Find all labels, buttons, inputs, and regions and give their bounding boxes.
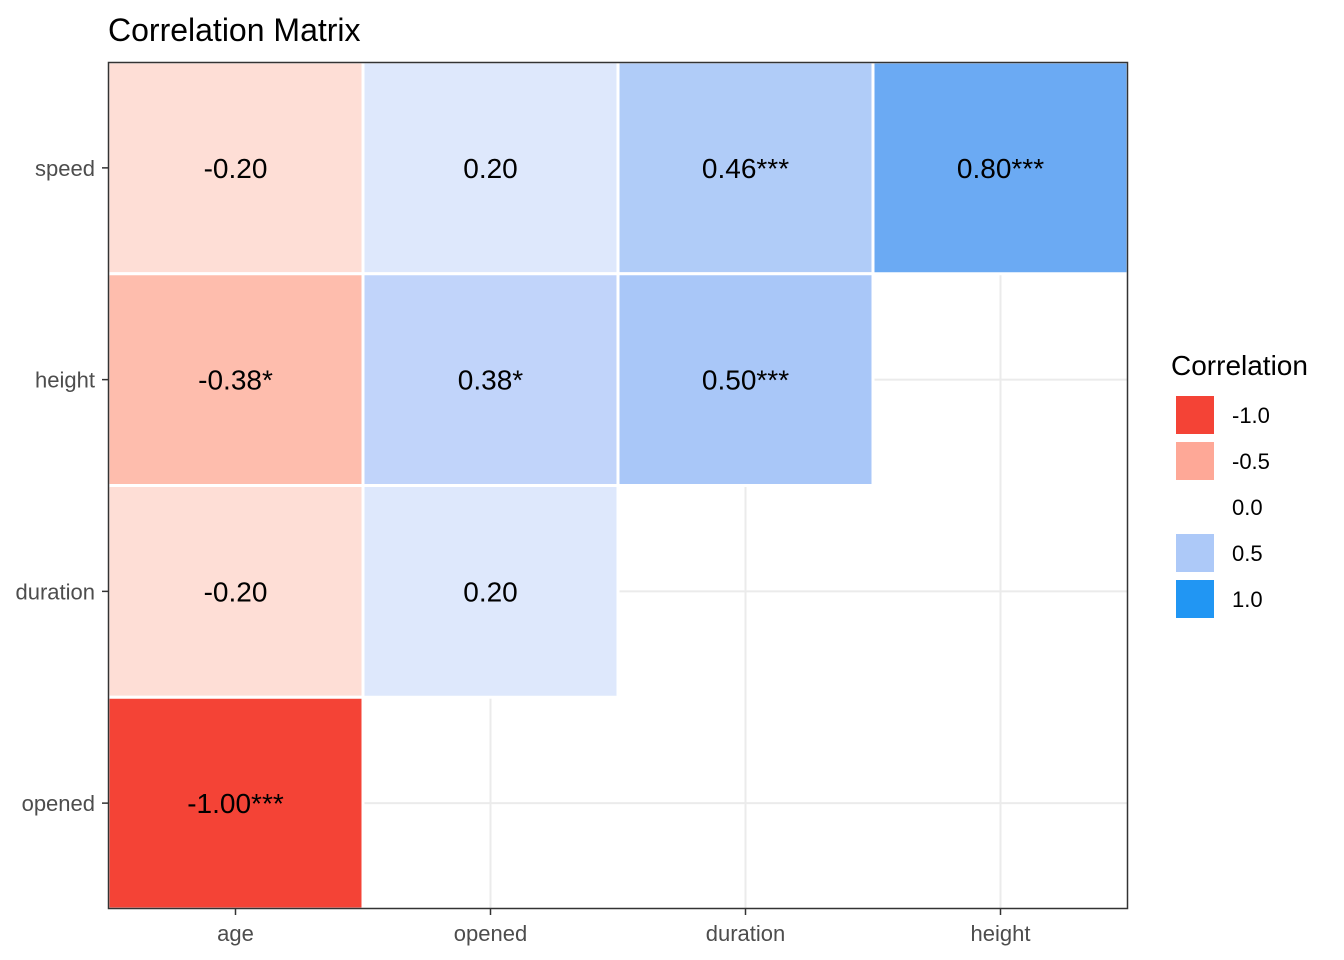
cell-label-height-speed: 0.80*** (957, 153, 1044, 184)
chart-title: Correlation Matrix (108, 12, 361, 48)
legend-key--0-5 (1176, 442, 1214, 480)
axes: age opened duration height speed height durati… (15, 156, 1030, 946)
legend-key-0-0 (1176, 488, 1214, 526)
y-tick-label-opened: opened (22, 791, 95, 816)
cell-opened-height (361, 272, 620, 487)
x-tick-label-height: height (971, 921, 1031, 946)
legend-key-0-5 (1176, 534, 1214, 572)
legend-label-0-0: 0.0 (1232, 495, 1263, 520)
legend-label--0-5: -0.5 (1232, 449, 1270, 474)
cell-label-duration-height: 0.50*** (702, 365, 789, 396)
cell-opened-duration (361, 484, 620, 699)
cell-label-age-duration: -0.20 (204, 576, 268, 607)
x-tick-label-age: age (217, 921, 254, 946)
cell-age-opened (106, 695, 365, 911)
cell-label-age-speed: -0.20 (204, 153, 268, 184)
legend-key-1-0 (1176, 580, 1214, 618)
cell-label-duration-speed: 0.46*** (702, 153, 789, 184)
cell-age-duration (106, 484, 365, 699)
heatmap-cells: -0.20 0.20 0.46*** 0.80*** -0.38* 0.38* 0.50**… (106, 60, 1130, 911)
y-tick-label-height: height (35, 368, 95, 393)
cell-label-age-opened: -1.00*** (187, 788, 284, 819)
y-tick-label-speed: speed (35, 156, 95, 181)
cell-opened-speed (361, 60, 620, 276)
cell-label-opened-duration: 0.20 (463, 576, 518, 607)
x-tick-label-opened: opened (454, 921, 527, 946)
panel-border (107, 61, 1129, 910)
legend-title: Correlation (1171, 350, 1308, 381)
cell-duration-height (616, 272, 875, 487)
cell-label-age-height: -0.38* (198, 365, 273, 396)
legend-label-0-5: 0.5 (1232, 541, 1263, 566)
cell-label-opened-speed: 0.20 (463, 153, 518, 184)
y-tick-label-duration: duration (15, 579, 95, 604)
cell-label-opened-height: 0.38* (458, 365, 523, 396)
legend-label--1-0: -1.0 (1232, 403, 1270, 428)
legend-label-1-0: 1.0 (1232, 587, 1263, 612)
legend-key--1-0 (1176, 396, 1214, 434)
x-tick-label-duration: duration (706, 921, 786, 946)
legend: Correlation -1.0 -0.5 0.0 0.5 1.0 (1171, 350, 1308, 618)
